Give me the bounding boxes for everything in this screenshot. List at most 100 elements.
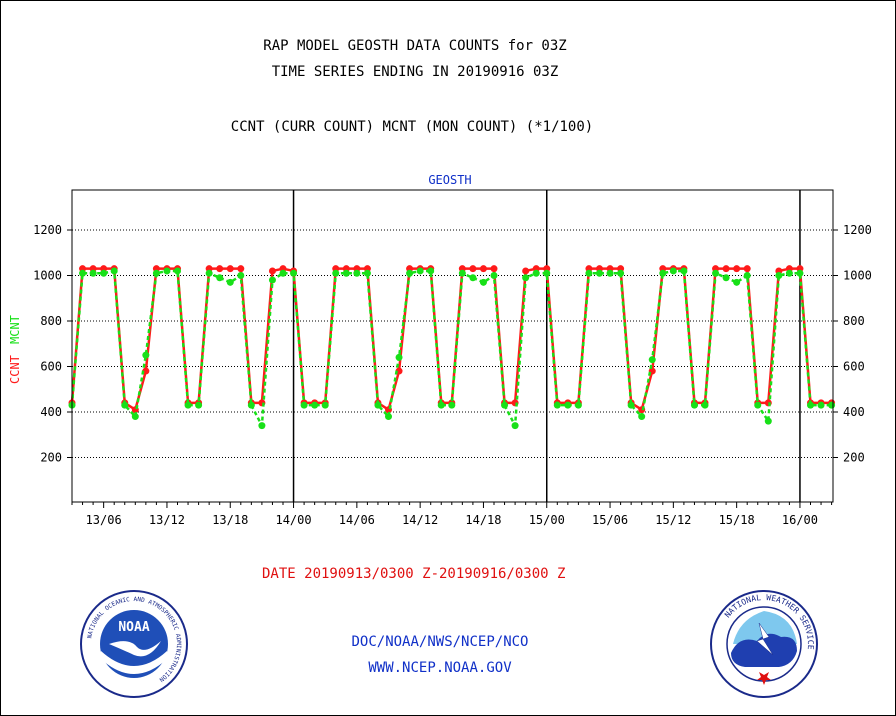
data-point-ccnt	[268, 267, 276, 275]
data-point-mcnt	[332, 269, 340, 277]
y-axis-label-ccnt: CCNT	[8, 355, 22, 384]
y-axis-label-mcnt: MCNT	[8, 315, 22, 344]
data-point-mcnt	[131, 413, 139, 421]
data-point-mcnt	[406, 269, 414, 277]
nws-logo: NATIONAL WEATHER SERVICE	[710, 590, 818, 698]
data-point-mcnt	[680, 267, 688, 275]
data-point-mcnt	[743, 272, 751, 279]
data-point-mcnt	[427, 267, 435, 275]
y-tick-label-right: 1000	[843, 269, 872, 283]
data-point-mcnt	[247, 401, 255, 409]
data-point-mcnt	[764, 417, 772, 425]
data-point-mcnt	[606, 269, 614, 277]
data-point-mcnt	[690, 401, 698, 409]
data-point-ccnt	[216, 265, 224, 273]
chart-subtitle: CCNT (CURR COUNT) MCNT (MON COUNT) (*1/1…	[230, 119, 594, 135]
y-tick-label-right: 800	[843, 314, 865, 328]
data-point-mcnt	[342, 269, 350, 277]
data-point-mcnt	[79, 269, 87, 277]
y-tick-label-right: 1200	[843, 223, 872, 237]
data-point-mcnt	[121, 401, 129, 409]
data-point-mcnt	[754, 401, 762, 409]
data-point-mcnt	[617, 269, 625, 277]
data-point-mcnt	[775, 272, 783, 279]
data-point-ccnt	[479, 265, 487, 273]
org-label: DOC/NOAA/NWS/NCEP/NCO	[351, 634, 529, 650]
data-point-mcnt	[501, 401, 509, 409]
x-tick-label: 15/00	[529, 513, 565, 527]
y-tick-label-right: 600	[843, 360, 865, 374]
data-point-mcnt	[490, 272, 498, 279]
plot-border	[71, 189, 834, 503]
data-point-mcnt	[448, 401, 456, 409]
data-point-mcnt	[258, 422, 266, 430]
data-point-mcnt	[363, 269, 371, 277]
x-tick-label: 15/06	[592, 513, 628, 527]
x-tick-label: 15/18	[719, 513, 755, 527]
data-point-mcnt	[385, 413, 392, 421]
data-point-ccnt	[469, 265, 477, 273]
y-tick-label-right: 400	[843, 405, 865, 419]
plot-title: GEOSTH	[428, 173, 471, 187]
data-point-mcnt	[184, 401, 192, 409]
data-point-mcnt	[237, 272, 245, 279]
y-tick-label-left: 1000	[33, 269, 62, 283]
data-point-mcnt	[100, 269, 108, 277]
y-tick-label-left: 1200	[33, 223, 62, 237]
y-tick-label-left: 800	[40, 314, 62, 328]
data-point-mcnt	[89, 269, 97, 277]
data-point-mcnt	[311, 401, 319, 409]
data-point-ccnt	[490, 265, 498, 273]
data-point-mcnt	[553, 401, 561, 409]
data-point-mcnt	[174, 267, 181, 275]
x-tick-label: 16/00	[782, 513, 818, 527]
chart-title-line1: RAP MODEL GEOSTH DATA COUNTS for 03Z	[263, 38, 567, 54]
data-point-ccnt	[522, 267, 530, 275]
data-point-mcnt	[374, 401, 382, 409]
data-point-mcnt	[522, 274, 530, 282]
data-point-mcnt	[648, 356, 656, 364]
data-point-mcnt	[205, 269, 213, 277]
x-tick-label: 14/12	[402, 513, 438, 527]
chart-title-line2: TIME SERIES ENDING IN 20190916 03Z	[271, 64, 559, 80]
data-point-ccnt	[733, 265, 741, 273]
data-point-ccnt	[743, 265, 751, 273]
data-point-mcnt	[712, 269, 720, 277]
data-point-mcnt	[268, 276, 276, 284]
series-layer	[68, 265, 836, 430]
x-tick-label: 13/12	[149, 513, 185, 527]
y-tick-label-right: 200	[843, 451, 865, 465]
y-tick-label-left: 400	[40, 405, 62, 419]
data-point-mcnt	[152, 269, 160, 277]
data-point-mcnt	[511, 422, 519, 430]
data-point-mcnt	[437, 401, 445, 409]
noaa-logo-text: NOAA	[118, 620, 149, 635]
data-point-mcnt	[733, 278, 741, 286]
data-point-mcnt	[142, 351, 150, 359]
data-point-ccnt	[722, 265, 730, 273]
data-point-mcnt	[532, 269, 540, 277]
data-point-mcnt	[828, 401, 836, 409]
data-point-ccnt	[237, 265, 245, 273]
data-point-mcnt	[216, 274, 224, 282]
axis-layer: 200 200 400 400 600 600 800 800 1000 1000 1200 1200…	[33, 223, 872, 527]
x-tick-label: 13/06	[86, 513, 122, 527]
line-chart: GEOSTH CCNT MCNT 200 200 400 400 600 600 800 80…	[8, 173, 872, 527]
x-tick-label: 13/18	[212, 513, 248, 527]
data-point-mcnt	[785, 269, 793, 277]
data-point-mcnt	[226, 278, 234, 286]
data-point-mcnt	[596, 269, 603, 277]
date-range-label: DATE 20190913/0300 Z-20190916/0300 Z	[262, 566, 566, 582]
data-point-mcnt	[817, 401, 825, 409]
url-link[interactable]: WWW.NCEP.NOAA.GOV	[368, 660, 512, 676]
x-tick-label: 14/18	[465, 513, 501, 527]
data-point-mcnt	[163, 267, 171, 275]
data-point-mcnt	[458, 269, 466, 277]
data-point-mcnt	[479, 278, 487, 286]
data-point-mcnt	[279, 269, 287, 277]
data-point-mcnt	[627, 401, 635, 409]
data-point-mcnt	[564, 401, 572, 409]
data-point-mcnt	[395, 353, 403, 361]
noaa-logo: NOAA NATIONAL OCEANIC AND ATMOSPHERIC AD…	[80, 590, 188, 698]
data-point-mcnt	[353, 269, 361, 277]
